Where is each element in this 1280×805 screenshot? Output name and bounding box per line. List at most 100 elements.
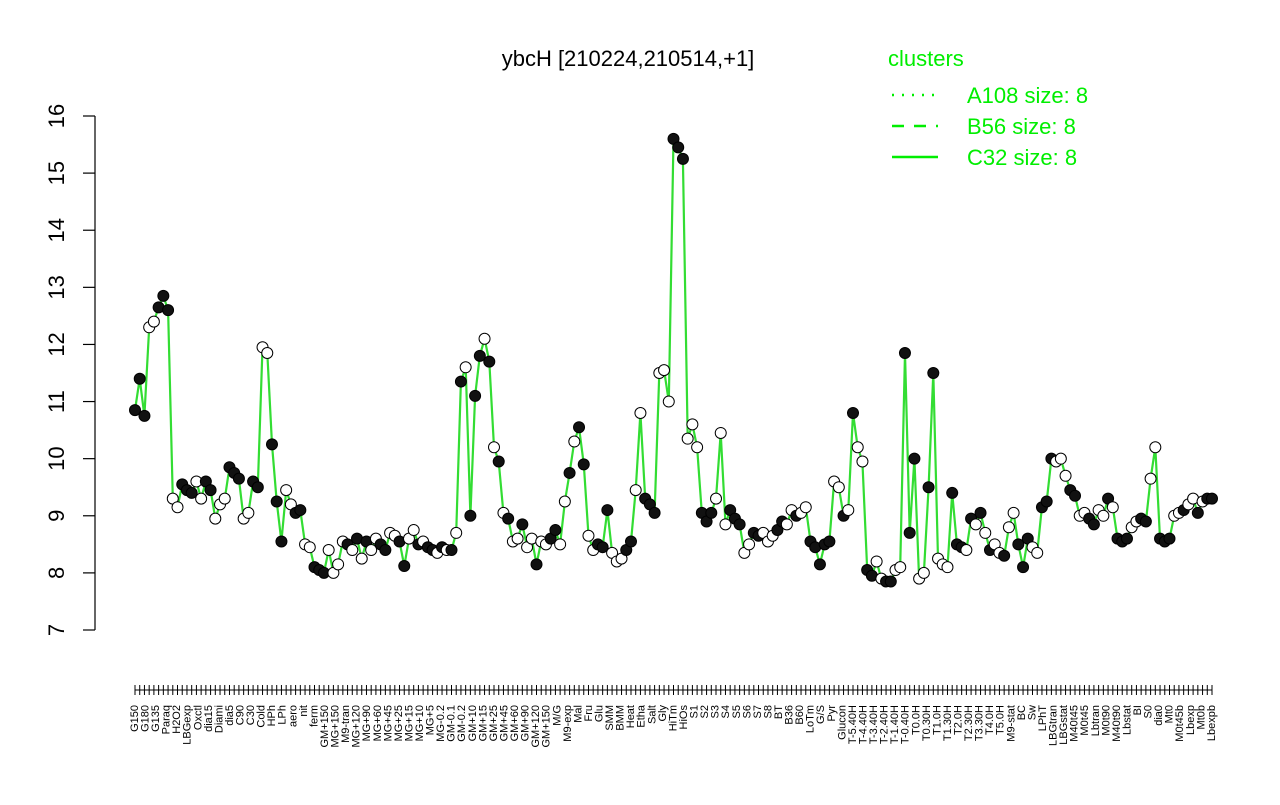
y-tick-label: 15 [44, 161, 69, 185]
data-point [147, 315, 160, 328]
data-point [322, 544, 335, 557]
x-tick-label: G135 [150, 705, 162, 732]
data-point [780, 518, 793, 531]
legend: clusters A108 size: 8 B56 size: 8 C32 size… [888, 46, 1088, 170]
data-point [549, 524, 562, 537]
x-tick-label: B60 [794, 705, 806, 725]
data-point [261, 347, 274, 360]
data-point [894, 561, 907, 574]
x-tick-label: C90 [235, 705, 247, 725]
data-point [908, 452, 921, 465]
data-point [979, 526, 992, 539]
x-tick-label: GM+15 [477, 705, 489, 741]
data-point [563, 466, 576, 479]
y-tick-label: 16 [44, 104, 69, 128]
data-point [1206, 492, 1218, 505]
x-tick-label: Etha [636, 704, 648, 728]
data-point [492, 455, 505, 468]
data-point [251, 481, 264, 494]
x-tick-label: MG+60 [372, 705, 384, 741]
x-tick-label: T3.30H [974, 705, 986, 741]
data-point [577, 458, 590, 471]
data-point [218, 492, 231, 505]
data-point [1191, 506, 1204, 519]
x-tick-label: MG+10 [414, 705, 426, 741]
data-point [634, 406, 647, 419]
data-point [960, 544, 973, 557]
x-tick-label: H2O2 [171, 705, 183, 734]
x-tick-label: Gly [657, 705, 669, 722]
x-tick-label: M9-stat [1005, 705, 1017, 742]
x-tick-label: T4.0H [984, 705, 996, 735]
x-tick-label: GM-0.2 [456, 705, 468, 742]
data-point [624, 535, 637, 548]
x-tick-label: S8 [762, 705, 774, 718]
x-tick-label: B36 [784, 705, 796, 725]
data-point [1087, 518, 1100, 531]
x-tick-label: Lbstat [1121, 705, 1133, 735]
y-tick-label: 13 [44, 275, 69, 299]
data-point [714, 426, 727, 439]
data-point [832, 481, 845, 494]
x-tick-label: T-5.40H [847, 705, 859, 744]
data-point [658, 364, 671, 377]
y-tick-label: 7 [44, 624, 69, 636]
x-tick-label: MG+90 [361, 705, 373, 741]
data-point [1149, 441, 1162, 454]
legend-label: A108 size: 8 [967, 83, 1088, 108]
x-tick-label: M/G [551, 705, 563, 726]
x-tick-label: Paraq [161, 705, 173, 734]
data-point [469, 389, 482, 402]
x-tick-label: HiOs [678, 705, 690, 730]
x-tick-label: T-4.40H [858, 705, 870, 744]
data-point [1031, 546, 1044, 559]
x-tick-label: GM+60 [509, 705, 521, 741]
x-tick-label: Lbexpb [1206, 705, 1218, 741]
data-point [204, 484, 217, 497]
x-tick-label: LPhT [1037, 705, 1049, 732]
y-tick-label: 11 [44, 390, 69, 413]
x-tick-label: T2.0H [953, 705, 965, 735]
x-tick-label: GM-0.1 [446, 705, 458, 742]
x-tick-label: nit [298, 705, 310, 717]
data-point [676, 152, 689, 165]
data-point [1012, 538, 1025, 551]
x-tick-label: LPh [277, 705, 289, 725]
data-point [686, 418, 699, 431]
x-tick-label: LBGtran [1048, 705, 1060, 746]
data-point [265, 438, 278, 451]
data-point [884, 575, 897, 588]
data-point [379, 544, 392, 557]
data-point [488, 441, 500, 454]
data-point [275, 535, 288, 548]
x-tick-label: Mt0b [1195, 705, 1207, 729]
x-tick-label: HiTm [667, 705, 679, 731]
x-tick-label: BI [1132, 705, 1144, 715]
data-point [946, 486, 959, 499]
x-tick-label: Diami [213, 705, 225, 733]
x-tick-label: GM+120 [530, 705, 542, 748]
x-tick-label: GM+150 [541, 705, 553, 748]
x-tick-label: T1.30H [942, 705, 954, 741]
data-point [1054, 452, 1067, 465]
data-point [573, 421, 586, 434]
x-tick-label: LBGexp [182, 705, 194, 745]
data-point [629, 484, 642, 497]
data-point [1059, 469, 1072, 482]
x-tick-label: MG+120 [351, 705, 363, 748]
data-point [903, 526, 916, 539]
x-tick-label: MG+5 [425, 705, 437, 735]
data-point [1106, 501, 1119, 514]
x-tick-label: M40t45 [1069, 705, 1081, 742]
data-point [568, 435, 581, 448]
data-point [473, 349, 486, 362]
data-point [294, 504, 307, 517]
data-point [1069, 489, 1082, 502]
data-point [998, 549, 1011, 562]
data-point [813, 558, 826, 571]
x-tick-label: T0.30H [921, 705, 933, 741]
x-tick-label: Pyr [826, 705, 838, 722]
x-tick-label: T-3.40H [868, 705, 880, 744]
data-point [710, 492, 723, 505]
